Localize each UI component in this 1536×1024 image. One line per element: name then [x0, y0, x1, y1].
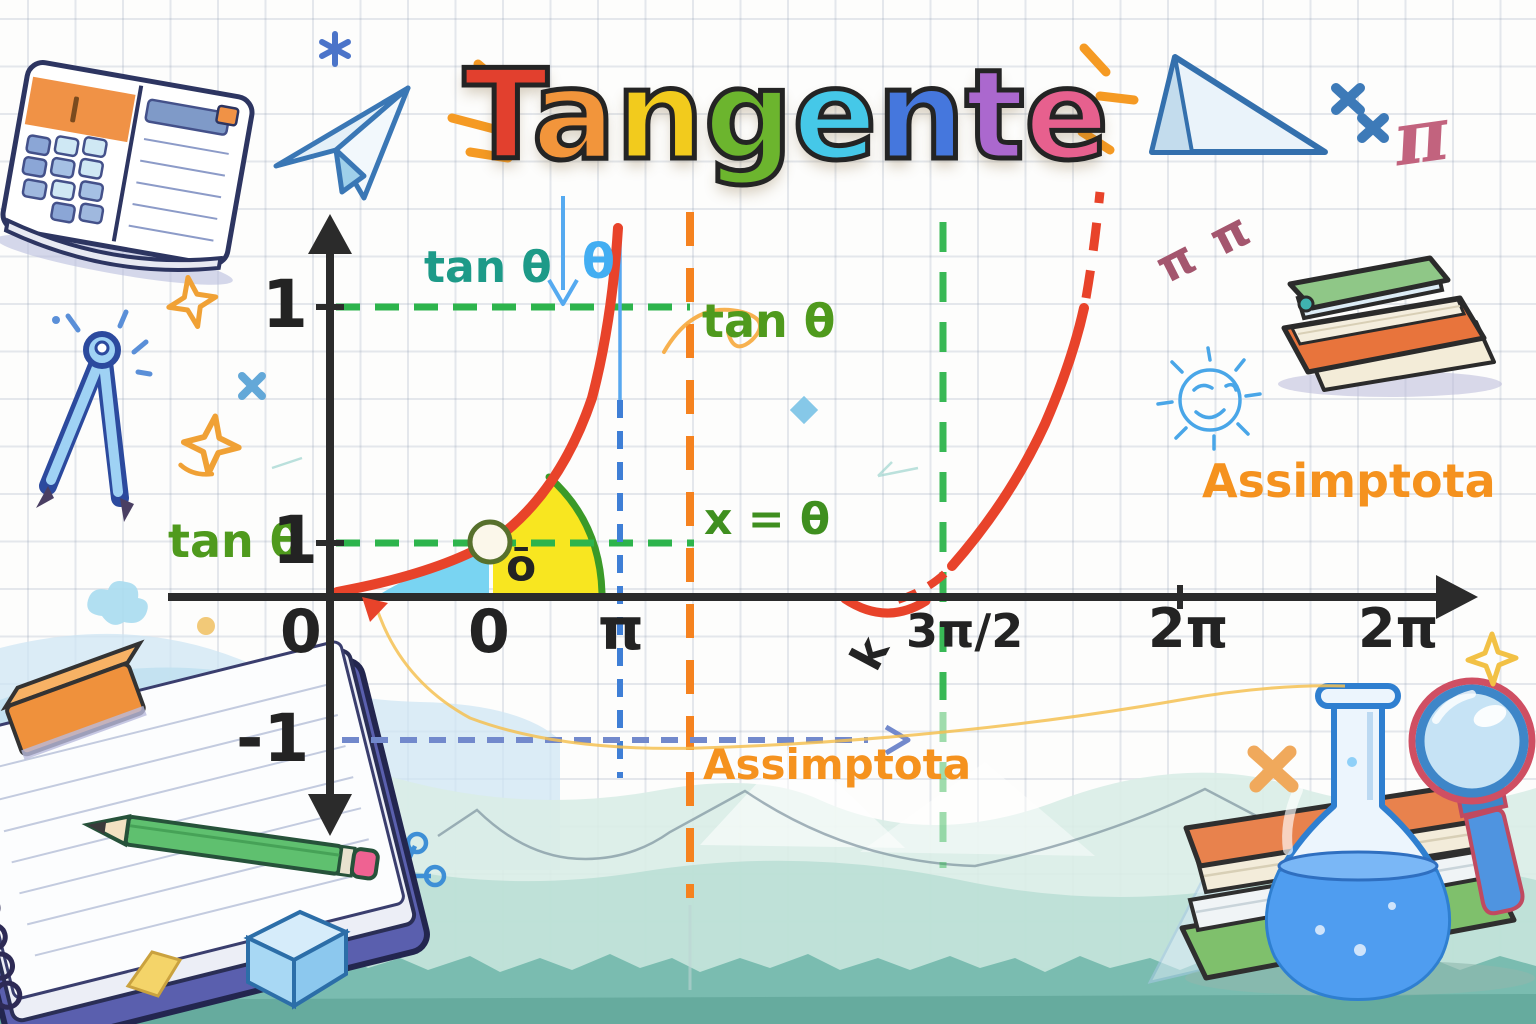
tan-curve-branch2-dip [840, 594, 931, 618]
title-letter: t [963, 42, 1027, 191]
asterisk-icon [238, 372, 266, 400]
tangent-chart [168, 191, 1478, 990]
title-letter: g [702, 42, 796, 191]
flask-icon [1265, 683, 1451, 1001]
xtick-pi: π [598, 595, 644, 663]
ytick-neg1: -1 [236, 700, 310, 777]
theta-arrow [547, 196, 579, 306]
cross-doodle-icon [1247, 745, 1299, 793]
curve-point-marker [467, 519, 513, 565]
blue-eraser-cube-icon [243, 909, 351, 1010]
title-rays [447, 43, 1139, 163]
pencil-icon [81, 814, 380, 881]
title-letter: e [790, 42, 879, 191]
axes [168, 214, 1478, 836]
calculator-book-icon [0, 60, 255, 285]
zigzag-line [437, 787, 1269, 868]
label-tan-theta-left: tan θ [168, 514, 302, 568]
xtick-2pi-b: 2π [1358, 597, 1439, 660]
sparkle-icon [1465, 631, 1519, 687]
diamond-doodle [789, 395, 819, 425]
title-letter: e [1022, 42, 1111, 191]
faint-doodle [877, 461, 919, 478]
xtick-2pi-a: 2π [1148, 597, 1229, 660]
swing-arc [374, 605, 1346, 750]
title-word: Tangente [461, 42, 1111, 191]
title-letter: T [461, 42, 535, 191]
dot-doodle [197, 617, 215, 635]
swing-arc-arrowhead [362, 597, 388, 622]
sparkle-icon [166, 274, 219, 330]
magnifier-icon [1408, 677, 1536, 916]
label-tan-theta-right: tan θ [702, 294, 836, 348]
label-theta-blue: θ [582, 234, 615, 290]
tan-curve-branch2-dashed-top [1081, 191, 1105, 299]
label-o-macron: ō [506, 540, 537, 591]
orange-eraser-icon [0, 639, 147, 760]
title-letter: a [530, 42, 619, 191]
pi-symbol-icon: π [1388, 90, 1454, 184]
paper-plane-icon [273, 85, 411, 201]
yellow-tile-icon [125, 950, 183, 998]
xtick-3pi2: 3π/2 [906, 604, 1024, 658]
label-x-eq-theta: x = θ [704, 494, 831, 545]
label-asymptote-right: Assimptota [1202, 454, 1496, 508]
tan-curve-branch2 [947, 303, 1089, 571]
sun-doodle-icon [1156, 346, 1262, 451]
faint-doodle [271, 456, 303, 470]
sparkle-icon [178, 413, 242, 477]
green-arc [545, 473, 606, 597]
triangle-prism-icon [1149, 54, 1328, 155]
orange-swirl-doodle [662, 307, 762, 354]
xtick-0-origin: 0 [280, 597, 322, 667]
asterisk-icon [319, 31, 351, 67]
label-asymptote-bottom: Assimptota [703, 740, 972, 789]
tan-curve-branch1 [332, 223, 623, 597]
cross-doodle-icon [1331, 83, 1389, 143]
cloud-doodle-icon [87, 581, 148, 625]
blue-dashed-yneg1-arrow [884, 724, 911, 756]
ytick-1-mid: 1 [272, 502, 318, 579]
compass-icon [36, 309, 153, 522]
title-letter: n [613, 42, 706, 191]
ytick-1-top: 1 [262, 266, 308, 343]
label-tan-theta-teal: tan θ [424, 242, 552, 293]
books-stack-icon [1278, 255, 1502, 397]
title-letter: n [874, 42, 967, 191]
xtick-0-theta: 0 [468, 597, 510, 667]
